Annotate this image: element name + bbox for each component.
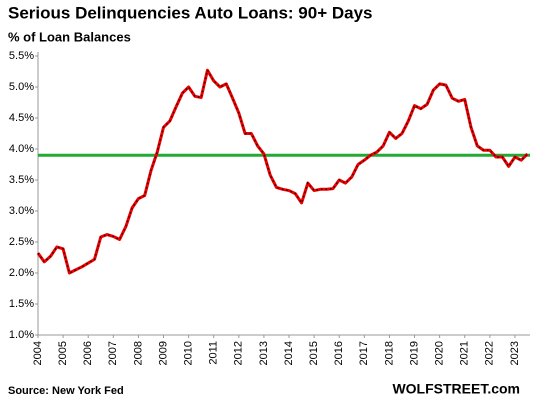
x-tick-label: 2019 <box>408 341 420 365</box>
x-tick-label: 2018 <box>383 341 395 365</box>
x-tick-label: 2017 <box>358 341 370 365</box>
x-tick-label: 2012 <box>233 341 245 365</box>
x-tick-label: 2020 <box>434 341 446 365</box>
x-tick-label: 2005 <box>57 341 69 365</box>
x-tick-label: 2009 <box>157 341 169 365</box>
x-tick-label: 2014 <box>283 341 295 365</box>
x-tick-label: 2022 <box>484 341 496 365</box>
y-tick-label: 4.0% <box>9 143 34 155</box>
x-tick-label: 2023 <box>509 341 521 365</box>
y-tick-label: 4.5% <box>9 112 34 124</box>
y-tick-label: 3.0% <box>9 205 34 217</box>
chart-subtitle: % of Loan Balances <box>8 29 131 44</box>
y-tick-label: 2.0% <box>9 267 34 279</box>
brand: WOLFSTREET.com <box>392 381 520 397</box>
y-tick-label: 1.0% <box>9 329 34 341</box>
x-tick-label: 2011 <box>208 341 220 365</box>
y-tick-label: 2.5% <box>9 236 34 248</box>
data-line-dots <box>37 68 528 274</box>
x-tick-label: 2010 <box>183 341 195 365</box>
y-tick-label: 5.0% <box>9 81 34 93</box>
y-tick-label: 3.5% <box>9 174 34 186</box>
chart-title: Serious Delinquencies Auto Loans: 90+ Da… <box>8 3 373 22</box>
x-tick-label: 2007 <box>107 341 119 365</box>
data-line <box>36 68 529 275</box>
x-tick-label: 2004 <box>32 341 44 365</box>
source: Source: New York Fed <box>8 385 124 397</box>
x-tick-label: 2021 <box>459 341 471 365</box>
y-tick-label: 5.5% <box>9 50 34 62</box>
x-tick-label: 2013 <box>258 341 270 365</box>
x-tick-label: 2008 <box>132 341 144 365</box>
y-tick-label: 1.5% <box>9 298 34 310</box>
x-tick-label: 2016 <box>333 341 345 365</box>
x-tick-label: 2015 <box>308 341 320 365</box>
x-tick-label: 2006 <box>82 341 94 365</box>
